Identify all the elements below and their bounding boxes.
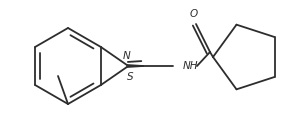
- Text: O: O: [190, 9, 198, 19]
- Text: S: S: [127, 72, 133, 82]
- Text: NH: NH: [183, 61, 198, 71]
- Text: N: N: [123, 51, 131, 61]
